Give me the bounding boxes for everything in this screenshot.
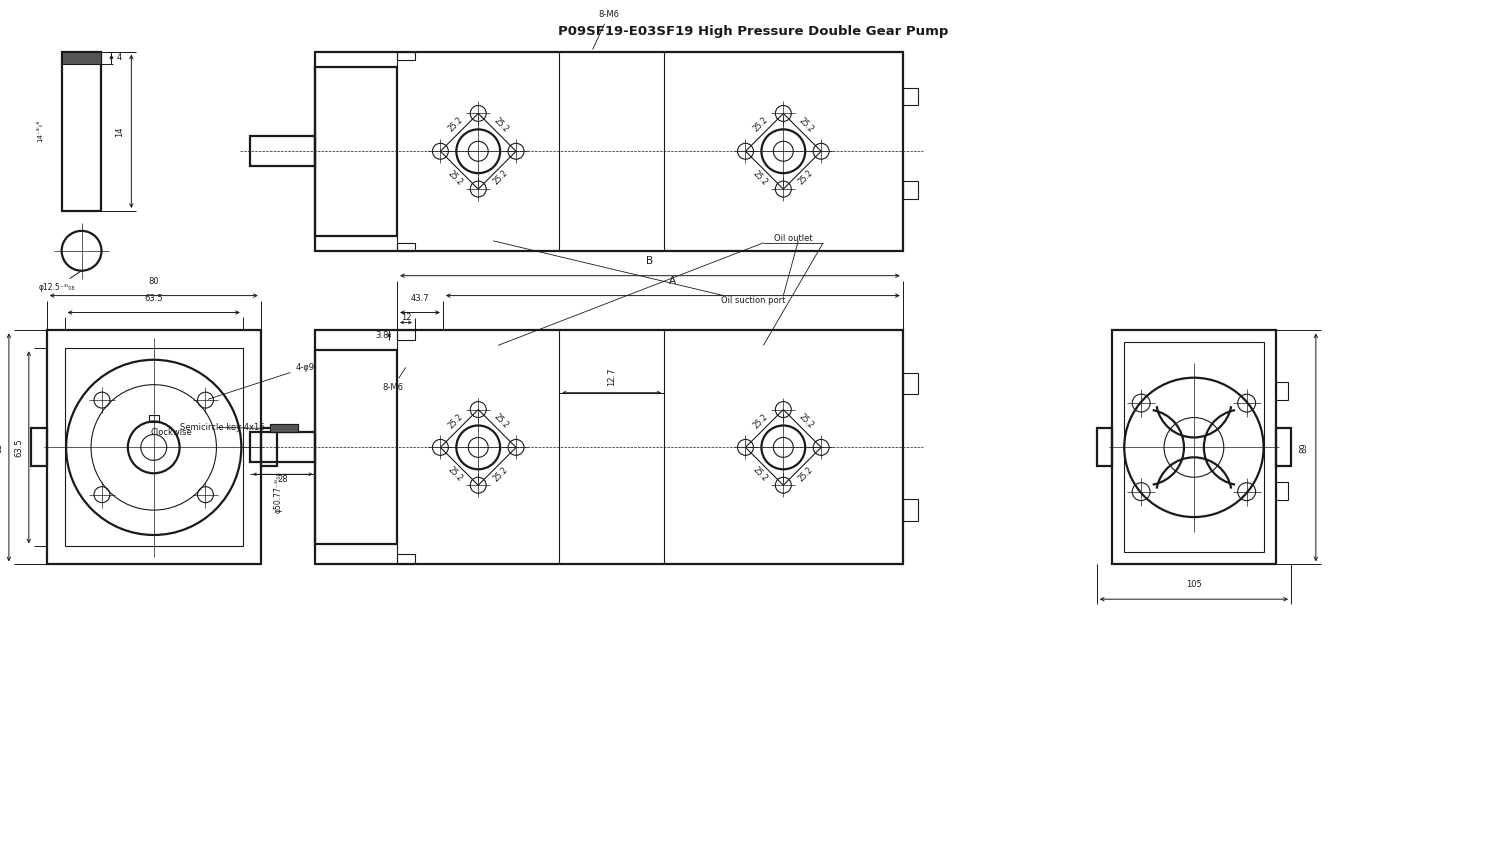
Bar [62,52,102,63]
Bar [903,499,918,521]
Bar [251,432,315,462]
Text: 14⁻³ⁱ₀⁸: 14⁻³ⁱ₀⁸ [38,120,44,142]
Text: 25.2: 25.2 [752,116,770,134]
Text: 8-M6: 8-M6 [592,10,619,49]
Text: Clockwise: Clockwise [152,428,192,437]
Text: 25.2: 25.2 [492,412,510,430]
Text: P09SF19-E03SF19 High Pressure Double Gear Pump: P09SF19-E03SF19 High Pressure Double Gea… [558,25,948,38]
Text: 3.8: 3.8 [375,331,388,340]
Text: 25.2: 25.2 [492,464,510,483]
Text: 4-φ9: 4-φ9 [209,363,315,399]
Bar [1276,382,1288,400]
Text: 25.2: 25.2 [492,168,510,187]
Text: φ12.5⁻³ⁱ₀₈: φ12.5⁻³ⁱ₀₈ [39,283,75,292]
Bar [64,349,243,547]
Bar [32,428,46,466]
Text: Semicircle key 4x16: Semicircle key 4x16 [180,423,264,432]
Bar [903,181,918,199]
Bar [315,331,903,564]
Bar [62,52,102,63]
Text: 25.2: 25.2 [796,116,814,134]
Bar [46,331,261,564]
Bar [398,554,416,564]
Bar [62,52,102,211]
Bar [1276,428,1292,466]
Bar [398,243,416,250]
Bar [148,415,159,421]
Text: A: A [669,276,676,286]
Bar [1112,331,1276,564]
Bar [903,372,918,394]
Bar [398,331,416,340]
Text: Oil outlet: Oil outlet [774,233,813,243]
Bar [1096,428,1112,466]
Text: 8-M6: 8-M6 [382,368,405,393]
Text: 105: 105 [1186,580,1202,589]
Text: 28: 28 [278,475,288,484]
Bar [315,350,398,545]
Text: 25.2: 25.2 [752,412,770,430]
Text: 25.2: 25.2 [492,116,510,134]
Text: 4: 4 [117,53,122,63]
Bar [251,136,315,166]
Bar [270,425,297,432]
Text: 43.7: 43.7 [411,294,429,303]
Text: 25.2: 25.2 [796,464,814,483]
Text: 25.2: 25.2 [796,168,814,187]
Text: Oil suction port: Oil suction port [722,295,786,305]
Bar [398,52,416,60]
Bar [1124,343,1264,552]
Text: B: B [646,255,654,266]
Text: 14: 14 [116,126,124,136]
Text: 25.2: 25.2 [796,412,814,430]
Bar [270,425,297,432]
Text: 63.5: 63.5 [144,294,164,303]
Text: 25.2: 25.2 [447,412,465,430]
Text: 25.2: 25.2 [752,168,770,187]
Text: 85: 85 [0,442,3,453]
Text: 25.2: 25.2 [447,116,465,134]
Text: 89: 89 [1299,442,1308,453]
Text: 80: 80 [148,277,159,286]
Text: φ50.77⁻³ⁱ₀₈: φ50.77⁻³ⁱ₀₈ [273,471,282,513]
Bar [1276,482,1288,500]
Text: 25.2: 25.2 [752,464,770,483]
Text: 25.2: 25.2 [447,464,465,483]
Text: 12: 12 [400,314,411,322]
Bar [903,87,918,106]
Bar [261,428,276,466]
Bar [270,425,297,432]
Text: 12.7: 12.7 [608,367,616,386]
Text: 25.2: 25.2 [447,168,465,187]
Bar [315,67,398,236]
Text: 63.5: 63.5 [15,438,24,457]
Bar [315,52,903,250]
